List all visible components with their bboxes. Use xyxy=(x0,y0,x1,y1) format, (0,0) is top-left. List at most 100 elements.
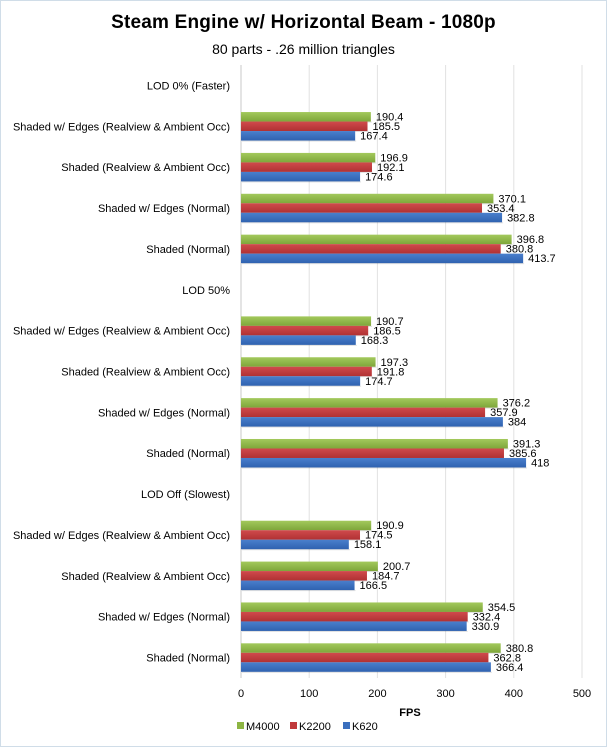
bar-shadow xyxy=(242,467,528,469)
data-label: 196.9 xyxy=(380,152,408,164)
bar-m4000 xyxy=(241,398,498,408)
category-label: Shaded (Normal) xyxy=(146,653,230,665)
category-label: Shaded w/ Edges (Realview & Ambient Occ) xyxy=(13,121,230,133)
chart-subtitle: 80 parts - .26 million triangles xyxy=(212,41,395,57)
bar-k2200 xyxy=(241,571,367,581)
category-label: Shaded w/ Edges (Normal) xyxy=(98,612,230,624)
legend-label: K620 xyxy=(352,721,378,733)
x-tick-label: 100 xyxy=(300,688,318,700)
group-header-label: LOD 50% xyxy=(182,285,230,297)
bar-m4000 xyxy=(241,561,378,572)
bar-k2200 xyxy=(241,448,504,458)
data-label: 366.4 xyxy=(496,662,524,674)
bar-shadow xyxy=(242,630,468,632)
category-label: Shaded (Realview & Ambient Occ) xyxy=(61,571,230,583)
bar-k620 xyxy=(241,171,361,182)
bar-shadow xyxy=(242,140,357,142)
bar-k620 xyxy=(241,457,527,468)
data-label: 174.5 xyxy=(365,530,393,542)
data-label: 413.7 xyxy=(528,253,556,265)
bar-m4000 xyxy=(241,152,376,163)
x-axis-title: FPS xyxy=(399,707,420,719)
bar-m4000 xyxy=(241,193,494,204)
bar-k620 xyxy=(241,212,503,223)
bar-shadow xyxy=(242,671,492,673)
data-label: 185.5 xyxy=(373,121,401,133)
bar-shadow xyxy=(242,590,356,592)
bar-m4000 xyxy=(241,234,512,245)
data-label: 418 xyxy=(531,457,549,469)
bar-k620 xyxy=(241,662,491,672)
bar-k620 xyxy=(241,539,349,550)
x-tick-label: 400 xyxy=(505,688,523,700)
category-label: Shaded w/ Edges (Normal) xyxy=(98,407,230,419)
bar-k620 xyxy=(241,376,361,386)
category-label: Shaded w/ Edges (Realview & Ambient Occ) xyxy=(13,530,230,542)
legend-swatch-k620 xyxy=(343,722,350,729)
data-label: 332.4 xyxy=(473,611,501,623)
category-label: Shaded (Normal) xyxy=(146,244,230,256)
data-label: 362.8 xyxy=(493,652,521,664)
data-label: 174.7 xyxy=(365,376,393,388)
x-tick-labels: 0 100 200 300 400 500 xyxy=(238,688,591,700)
bar-m4000 xyxy=(241,602,483,612)
group-header-label: LOD Off (Slowest) xyxy=(141,489,230,501)
x-tick-label: 300 xyxy=(436,688,454,700)
bar-shadow xyxy=(242,181,362,183)
category-label: Shaded (Realview & Ambient Occ) xyxy=(61,162,230,174)
data-label: 353.4 xyxy=(487,203,515,215)
bar-m4000 xyxy=(241,112,371,122)
data-label: 192.1 xyxy=(377,162,405,174)
bar-shadow xyxy=(242,426,504,428)
legend-label: K2200 xyxy=(299,721,331,733)
data-label: 370.1 xyxy=(498,193,526,205)
bar-shadow xyxy=(242,222,504,224)
bar-shadow xyxy=(242,344,357,346)
data-label: 190.4 xyxy=(376,112,404,124)
data-label: 376.2 xyxy=(503,398,531,410)
bar-k620 xyxy=(241,580,355,591)
data-label: 200.7 xyxy=(383,561,411,573)
data-label: 158.1 xyxy=(354,539,382,551)
bar-k2200 xyxy=(241,366,372,377)
bar-k2200 xyxy=(241,162,373,172)
group-header-label: LOD 0% (Faster) xyxy=(147,80,230,92)
bar-k620 xyxy=(241,335,356,345)
bar-k620 xyxy=(241,131,356,141)
x-tick-label: 200 xyxy=(368,688,386,700)
data-label: 384 xyxy=(508,417,526,429)
legend-swatch-m4000 xyxy=(237,722,244,729)
data-label: 330.9 xyxy=(472,621,500,633)
bar-k2200 xyxy=(241,530,361,540)
category-label: Shaded w/ Edges (Realview & Ambient Occ) xyxy=(13,326,230,338)
x-tick-label: 500 xyxy=(573,688,591,700)
bar-k2200 xyxy=(241,611,468,622)
category-label: Shaded w/ Edges (Normal) xyxy=(98,203,230,215)
chart-title: Steam Engine w/ Horizontal Beam - 1080p xyxy=(111,12,496,33)
data-label: 396.8 xyxy=(517,234,545,246)
bar-shadow xyxy=(242,549,350,551)
bar-shadow xyxy=(242,263,525,265)
category-label: Shaded (Normal) xyxy=(146,448,230,460)
data-label: 391.3 xyxy=(513,438,541,450)
data-label: 186.5 xyxy=(373,325,401,337)
data-label: 382.8 xyxy=(507,212,535,224)
data-label: 385.6 xyxy=(509,448,537,460)
data-label: 184.7 xyxy=(372,571,400,583)
data-label: 354.5 xyxy=(488,602,516,614)
category-label: Shaded (Realview & Ambient Occ) xyxy=(61,367,230,379)
bar-m4000 xyxy=(241,438,508,449)
bar-k2200 xyxy=(241,407,486,418)
category-labels: LOD 0% (Faster) Shaded w/ Edges (Realview… xyxy=(13,80,230,664)
data-label: 190.9 xyxy=(376,520,404,532)
bar-k2200 xyxy=(241,203,483,213)
bar-m4000 xyxy=(241,316,372,326)
legend-swatch-k2200 xyxy=(290,722,297,729)
bar-k2200 xyxy=(241,244,501,254)
bars xyxy=(241,112,528,673)
data-label: 168.3 xyxy=(361,335,389,347)
bar-m4000 xyxy=(241,520,372,531)
bar-k620 xyxy=(241,417,503,427)
